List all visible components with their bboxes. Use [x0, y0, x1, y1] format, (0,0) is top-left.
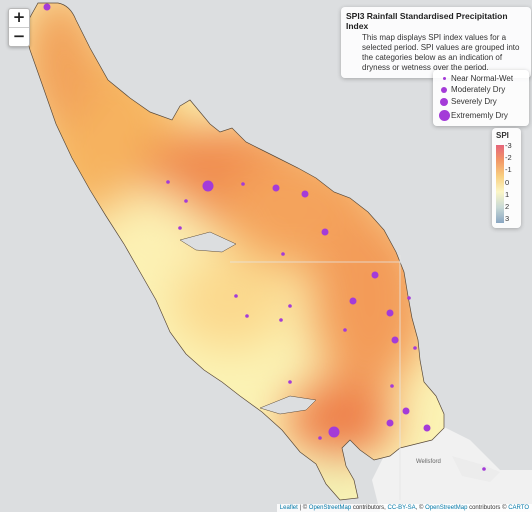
place-label-wellsford: Wellsford [416, 459, 441, 465]
station-marker[interactable] [184, 199, 188, 203]
legend-label: Extrememly Dry [451, 111, 508, 120]
zoom-out-button[interactable]: − [9, 27, 29, 46]
legend-dot-icon [441, 86, 447, 93]
station-marker[interactable] [391, 336, 399, 344]
zoom-control: + − [8, 8, 30, 47]
station-marker[interactable] [301, 190, 309, 198]
station-marker[interactable] [371, 271, 379, 279]
attribution-text: contributors © [467, 505, 509, 511]
legend-label: Near Normal-Wet [451, 74, 514, 83]
legend-item: Extrememly Dry [437, 108, 525, 123]
station-marker[interactable] [318, 436, 322, 440]
legend-item: Near Normal-Wet [437, 73, 525, 84]
station-marker[interactable] [288, 380, 292, 384]
station-marker[interactable] [279, 318, 283, 322]
station-marker[interactable] [402, 407, 410, 415]
attribution-text: | © [297, 505, 309, 511]
spi-tick: -1 [505, 165, 512, 174]
station-marker[interactable] [413, 346, 417, 350]
legend-dot-icon [440, 97, 448, 106]
carto-link[interactable]: CARTO [508, 505, 529, 511]
station-marker[interactable] [272, 184, 280, 192]
info-title: SPI3 Rainfall Standardised Precipitation… [346, 11, 508, 31]
spi-tick: 1 [505, 190, 510, 199]
spi-tick: 2 [505, 202, 510, 211]
cc-by-sa-link[interactable]: CC-BY-SA [387, 505, 416, 511]
leaflet-link[interactable]: Leaflet [279, 505, 298, 511]
station-marker[interactable] [328, 426, 340, 438]
spi-tick: -2 [505, 153, 512, 162]
spi-tick: 3 [505, 214, 510, 223]
spi-tick: -3 [505, 141, 512, 150]
spi-color-scale: SPI -3 -2 -1 0 1 2 3 [492, 128, 521, 228]
attribution-text: contributors, [351, 505, 388, 511]
map-attribution: Leaflet | © OpenStreetMap contributors, … [276, 504, 532, 512]
station-marker[interactable] [386, 309, 394, 317]
station-marker[interactable] [166, 180, 170, 184]
station-marker[interactable] [349, 297, 357, 305]
spi-scale-title: SPI [496, 131, 509, 140]
station-marker[interactable] [241, 182, 245, 186]
station-marker[interactable] [245, 314, 249, 318]
station-marker[interactable] [178, 226, 182, 230]
legend-item: Moderately Dry [437, 84, 525, 95]
station-marker[interactable] [43, 3, 51, 11]
legend-item: Severely Dry [437, 95, 525, 108]
legend-dot-icon [438, 110, 450, 121]
osm-link[interactable]: OpenStreetMap [308, 505, 352, 511]
info-panel: SPI3 Rainfall Standardised Precipitation… [341, 7, 531, 78]
attribution-text: , © [415, 505, 426, 511]
station-marker[interactable] [423, 424, 431, 432]
osm-link[interactable]: OpenStreetMap [425, 505, 468, 511]
station-marker[interactable] [407, 296, 411, 300]
station-marker[interactable] [321, 228, 329, 236]
zoom-in-button[interactable]: + [12, 8, 26, 26]
station-marker[interactable] [234, 294, 238, 298]
station-marker[interactable] [281, 252, 285, 256]
station-marker[interactable] [390, 384, 394, 388]
station-marker[interactable] [288, 304, 292, 308]
dryness-legend: Near Normal-Wet Moderately Dry Severely … [433, 70, 529, 126]
info-description: This map displays SPI index values for a… [362, 33, 520, 72]
station-marker[interactable] [343, 328, 347, 332]
station-marker[interactable] [202, 180, 214, 192]
legend-dot-icon [442, 77, 446, 80]
spi-tick: 0 [505, 178, 510, 187]
legend-label: Moderately Dry [451, 85, 506, 94]
station-marker[interactable] [386, 419, 394, 427]
station-marker[interactable] [482, 467, 486, 471]
legend-label: Severely Dry [451, 97, 497, 106]
spi-gradient-bar [496, 145, 504, 223]
